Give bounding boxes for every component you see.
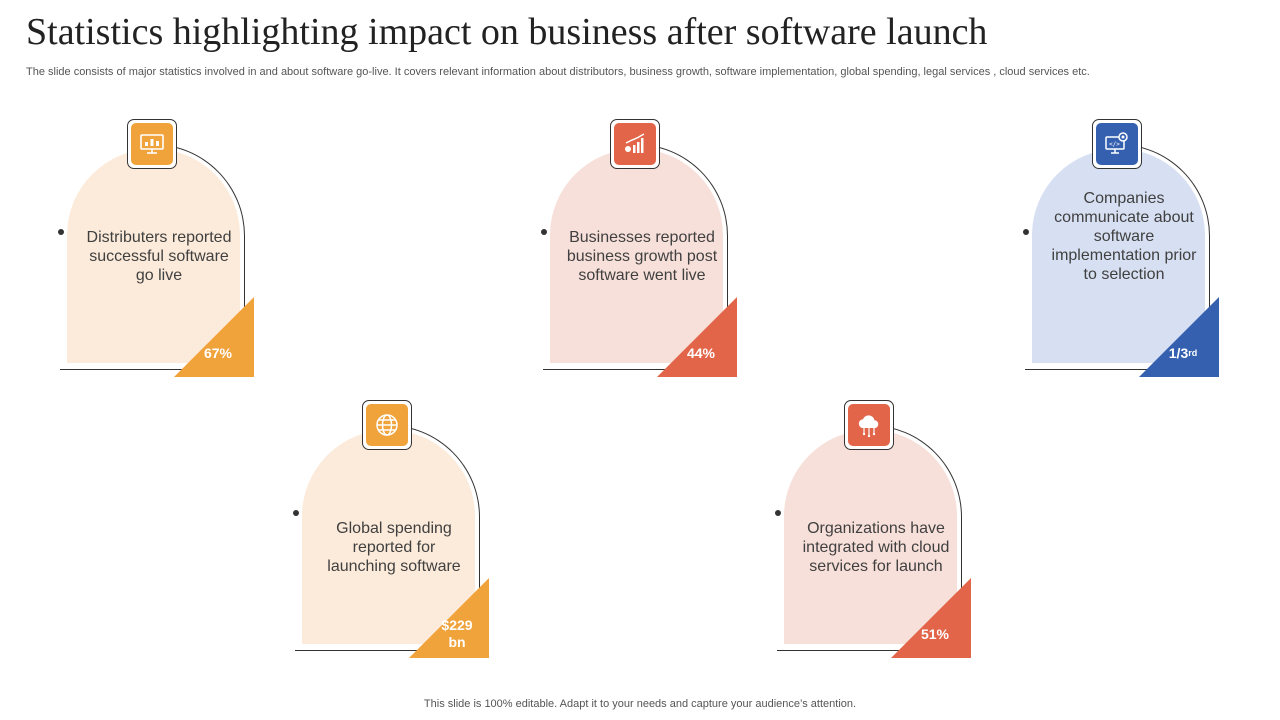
card-dot	[1023, 229, 1029, 235]
stat-value: 67%	[203, 344, 233, 361]
stat-superscript: rd	[1188, 347, 1198, 358]
stat-card-companies: Companies communicate about software imp…	[1023, 119, 1225, 381]
card-arch: Businesses reported business growth post…	[550, 149, 723, 363]
stat-value: 51%	[920, 625, 950, 642]
icon-frame	[844, 400, 894, 450]
card-description: Organizations have integrated with cloud…	[802, 519, 950, 575]
monitor-growth-icon	[131, 123, 173, 165]
svg-text:</>: </>	[1109, 141, 1120, 148]
card-description: Businesses reported business growth post…	[566, 228, 718, 284]
cloud-icon	[848, 404, 890, 446]
card-dot	[293, 510, 299, 516]
card-description: Companies communicate about software imp…	[1051, 189, 1197, 283]
stat-value: $229 bn	[441, 617, 473, 650]
bar-chart-icon	[614, 123, 656, 165]
card-dot	[541, 229, 547, 235]
stat-value: 1/3 rd	[1168, 344, 1198, 361]
card-arch: Companies communicate about software imp…	[1032, 149, 1205, 363]
card-arch: Global spending reported for launching s…	[302, 430, 475, 644]
stat-card-global-spending: Global spending reported for launching s…	[293, 400, 495, 662]
icon-frame	[127, 119, 177, 169]
monitor-gear-icon: </>	[1096, 123, 1138, 165]
stat-card-business-growth: Businesses reported business growth post…	[541, 119, 743, 381]
card-dot	[775, 510, 781, 516]
slide-footer: This slide is 100% editable. Adapt it to…	[423, 698, 857, 710]
card-description: Global spending reported for launching s…	[327, 519, 461, 575]
card-arch: Organizations have integrated with cloud…	[784, 430, 957, 644]
stat-value: 44%	[686, 344, 716, 361]
stat-card-distributors: Distributers reported successful softwar…	[58, 119, 260, 381]
card-dot	[58, 229, 64, 235]
card-arch: Distributers reported successful softwar…	[67, 149, 240, 363]
slide-title: Statistics highlighting impact on busine…	[26, 11, 988, 53]
stat-card-cloud: Organizations have integrated with cloud…	[775, 400, 977, 662]
icon-frame: </>	[1092, 119, 1142, 169]
card-description: Distributers reported successful softwar…	[86, 228, 232, 284]
slide-subtitle: The slide consists of major statistics i…	[26, 66, 1090, 78]
icon-frame	[610, 119, 660, 169]
icon-frame	[362, 400, 412, 450]
globe-icon	[366, 404, 408, 446]
